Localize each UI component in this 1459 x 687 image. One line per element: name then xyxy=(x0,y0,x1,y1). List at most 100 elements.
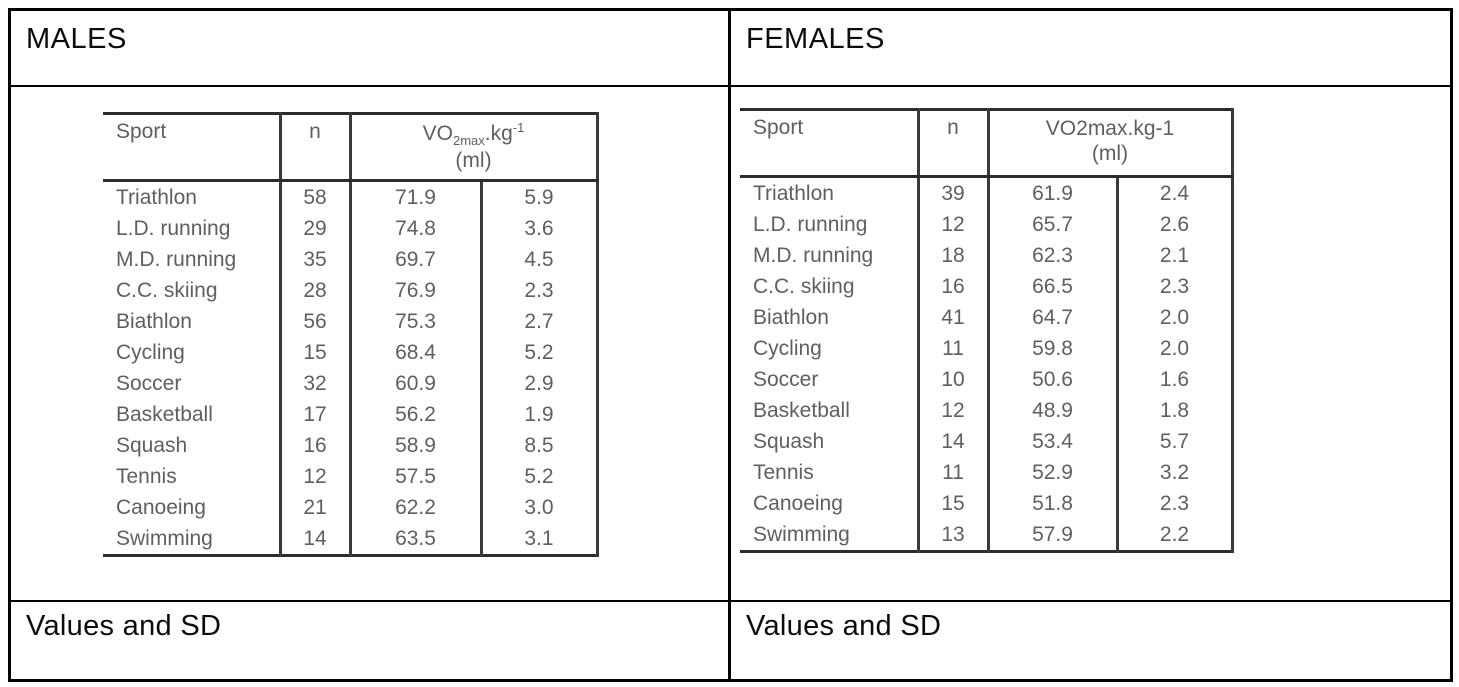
row-sd: 2.3 xyxy=(481,275,599,306)
males-footer-cell: Values and SD xyxy=(11,600,728,679)
table-row: Biathlon 56 75.3 2.7 xyxy=(103,306,599,337)
row-sport: Squash xyxy=(103,430,282,461)
row-n: 11 xyxy=(918,457,990,488)
table-row: Cycling 15 68.4 5.2 xyxy=(103,337,599,368)
females-table-header-row: Sport n VO2max.kg-1 (ml) xyxy=(740,109,1234,178)
row-mean: 75.3 xyxy=(350,306,483,337)
row-sd: 1.9 xyxy=(481,399,599,430)
row-mean: 61.9 xyxy=(988,176,1119,209)
row-mean: 71.9 xyxy=(350,180,483,213)
row-mean: 56.2 xyxy=(350,399,483,430)
table-row: Basketball 12 48.9 1.8 xyxy=(740,395,1234,426)
row-sport: Soccer xyxy=(103,368,282,399)
row-sport: Basketball xyxy=(103,399,282,430)
males-footer-label: Values and SD xyxy=(26,610,222,642)
row-sd: 3.1 xyxy=(481,523,599,556)
row-mean: 74.8 xyxy=(350,213,483,244)
table-row: Swimming 13 57.9 2.2 xyxy=(740,519,1234,552)
row-sd: 2.7 xyxy=(481,306,599,337)
table-row: L.D. running 29 74.8 3.6 xyxy=(103,213,599,244)
row-mean: 57.5 xyxy=(350,461,483,492)
row-sd: 5.7 xyxy=(1117,426,1234,457)
females-footer-label: Values and SD xyxy=(746,610,942,642)
row-n: 28 xyxy=(280,275,352,306)
row-sport: L.D. running xyxy=(103,213,282,244)
row-sport: Canoeing xyxy=(740,488,920,519)
males-table-header-row: Sport n VO2max.kg-1 (ml) xyxy=(103,113,599,182)
row-n: 39 xyxy=(918,176,990,209)
row-n: 12 xyxy=(918,395,990,426)
row-mean: 57.9 xyxy=(988,519,1119,552)
males-table-cell: Sport n VO2max.kg-1 (ml) Triathlon 58 71.9… xyxy=(11,85,728,600)
row-mean: 65.7 xyxy=(988,209,1119,240)
table-row: M.D. running 18 62.3 2.1 xyxy=(740,240,1234,271)
table-row: Tennis 11 52.9 3.2 xyxy=(740,457,1234,488)
row-n: 14 xyxy=(280,523,352,556)
table-row: Squash 16 58.9 8.5 xyxy=(103,430,599,461)
table-row: Squash 14 53.4 5.7 xyxy=(740,426,1234,457)
row-sport: Swimming xyxy=(103,523,282,556)
row-mean: 66.5 xyxy=(988,271,1119,302)
row-sport: C.C. skiing xyxy=(103,275,282,306)
row-n: 32 xyxy=(280,368,352,399)
row-n: 29 xyxy=(280,213,352,244)
row-sport: Cycling xyxy=(740,333,920,364)
males-col-n: n xyxy=(280,113,352,182)
row-mean: 68.4 xyxy=(350,337,483,368)
row-n: 14 xyxy=(918,426,990,457)
females-footer-cell: Values and SD xyxy=(728,600,1450,679)
row-sport: Triathlon xyxy=(740,176,920,209)
row-mean: 48.9 xyxy=(988,395,1119,426)
row-mean: 58.9 xyxy=(350,430,483,461)
row-sd: 1.8 xyxy=(1117,395,1234,426)
row-sd: 5.9 xyxy=(481,180,599,213)
row-n: 12 xyxy=(918,209,990,240)
table-row: Triathlon 58 71.9 5.9 xyxy=(103,180,599,213)
row-sd: 5.2 xyxy=(481,461,599,492)
row-n: 41 xyxy=(918,302,990,333)
row-mean: 50.6 xyxy=(988,364,1119,395)
table-row: Biathlon 41 64.7 2.0 xyxy=(740,302,1234,333)
females-header-cell: FEMALES xyxy=(728,11,1450,85)
row-mean: 64.7 xyxy=(988,302,1119,333)
row-sport: Biathlon xyxy=(103,306,282,337)
males-vo2-table: Sport n VO2max.kg-1 (ml) Triathlon 58 71.9… xyxy=(103,112,599,557)
row-n: 11 xyxy=(918,333,990,364)
row-sd: 2.2 xyxy=(1117,519,1234,552)
row-mean: 69.7 xyxy=(350,244,483,275)
row-n: 15 xyxy=(280,337,352,368)
row-n: 21 xyxy=(280,492,352,523)
females-col-sport: Sport xyxy=(740,109,920,178)
row-n: 12 xyxy=(280,461,352,492)
males-title: MALES xyxy=(26,23,127,55)
row-n: 58 xyxy=(280,180,352,213)
row-sd: 3.2 xyxy=(1117,457,1234,488)
row-sport: Tennis xyxy=(103,461,282,492)
row-sd: 5.2 xyxy=(481,337,599,368)
row-sd: 2.3 xyxy=(1117,271,1234,302)
row-n: 15 xyxy=(918,488,990,519)
males-table-body: Triathlon 58 71.9 5.9 L.D. running 29 74.8 3.6 M… xyxy=(103,180,599,556)
row-sd: 1.6 xyxy=(1117,364,1234,395)
males-col-unit: (ml) xyxy=(455,149,492,173)
row-sport: Squash xyxy=(740,426,920,457)
layout-table: MALES FEMALES Sport n VO2max.kg-1 (ml) xyxy=(8,8,1453,682)
row-sport: Cycling xyxy=(103,337,282,368)
table-row: Canoeing 15 51.8 2.3 xyxy=(740,488,1234,519)
row-n: 16 xyxy=(280,430,352,461)
row-mean: 62.3 xyxy=(988,240,1119,271)
table-row: Triathlon 39 61.9 2.4 xyxy=(740,176,1234,209)
table-row: Cycling 11 59.8 2.0 xyxy=(740,333,1234,364)
row-sport: M.D. running xyxy=(740,240,920,271)
row-n: 35 xyxy=(280,244,352,275)
table-row: Soccer 32 60.9 2.9 xyxy=(103,368,599,399)
table-row: Canoeing 21 62.2 3.0 xyxy=(103,492,599,523)
row-sd: 2.1 xyxy=(1117,240,1234,271)
row-sd: 2.4 xyxy=(1117,176,1234,209)
row-sport: Swimming xyxy=(740,519,920,552)
row-sd: 4.5 xyxy=(481,244,599,275)
row-sport: Canoeing xyxy=(103,492,282,523)
females-col-n: n xyxy=(918,109,990,178)
row-sd: 2.0 xyxy=(1117,302,1234,333)
